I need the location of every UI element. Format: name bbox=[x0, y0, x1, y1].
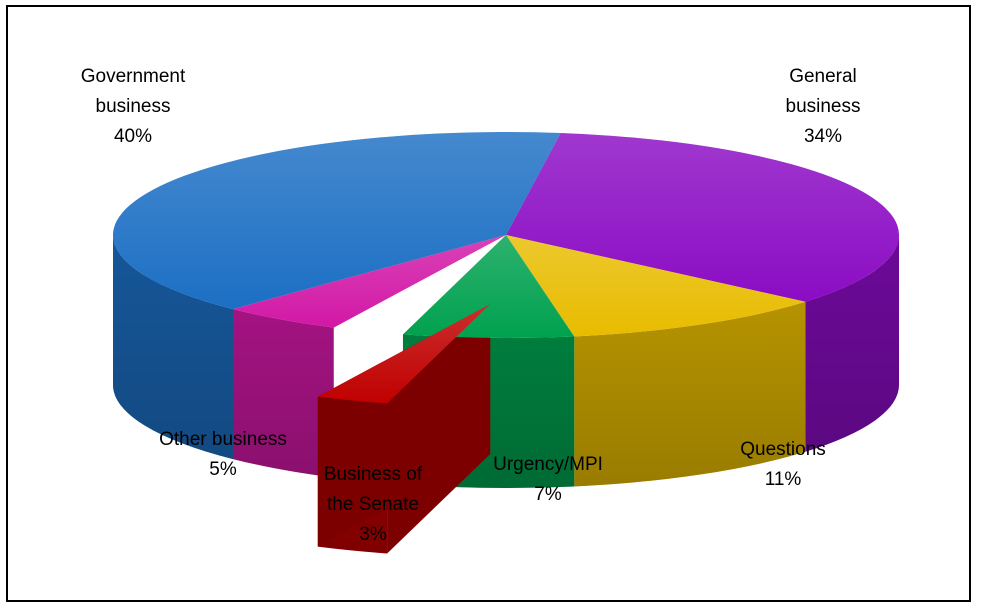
label-general-business-line-1: General bbox=[789, 66, 857, 87]
label-business-of-the-senate: Business of the Senate 3% bbox=[298, 460, 448, 550]
label-general-business-value: 34% bbox=[803, 126, 843, 147]
label-other-business-line-1: Other business bbox=[159, 429, 287, 450]
label-urgency-mpi: Urgency/MPI 7% bbox=[458, 450, 638, 510]
label-government-business-value: 40% bbox=[113, 126, 153, 147]
label-general-business: General business 34% bbox=[743, 62, 903, 152]
label-business-of-the-senate-value: 3% bbox=[359, 524, 387, 545]
side-shade-general-business bbox=[805, 235, 899, 452]
label-questions-line-1: Questions bbox=[740, 439, 826, 460]
chart-frame: Government business 40% General business… bbox=[6, 5, 971, 602]
label-other-business-value: 5% bbox=[209, 459, 237, 480]
slice-shine-general-business bbox=[506, 133, 900, 302]
side-shade-other-business bbox=[233, 309, 334, 478]
label-government-business-line-2: business bbox=[95, 96, 171, 117]
label-questions-value: 11% bbox=[764, 469, 802, 490]
slice-shine-questions bbox=[506, 235, 806, 337]
label-urgency-mpi-value: 7% bbox=[534, 484, 562, 505]
cut-face-shade-business-of-the-senate-1 bbox=[317, 304, 491, 547]
slice-shine-government-business bbox=[112, 131, 561, 310]
cut-face-business-of-the-senate-1 bbox=[317, 304, 491, 547]
label-government-business-line-1: Government bbox=[80, 66, 186, 87]
slice-shine-other-business bbox=[233, 235, 506, 328]
side-shade-government-business bbox=[113, 235, 233, 460]
label-other-business: Other business 5% bbox=[123, 425, 323, 485]
label-questions: Questions 11% bbox=[708, 435, 858, 495]
label-business-of-the-senate-line-1: Business of bbox=[323, 464, 423, 485]
label-general-business-line-2: business bbox=[785, 96, 861, 117]
label-government-business: Government business 40% bbox=[33, 62, 233, 152]
side-shade-questions bbox=[574, 301, 806, 487]
label-business-of-the-senate-line-2: the Senate bbox=[327, 494, 419, 515]
label-urgency-mpi-line-1: Urgency/MPI bbox=[493, 454, 603, 475]
slice-shine-urgency-mpi bbox=[402, 235, 575, 339]
pie-chart bbox=[112, 131, 900, 554]
slice-shine-business-of-the-senate bbox=[317, 304, 491, 404]
